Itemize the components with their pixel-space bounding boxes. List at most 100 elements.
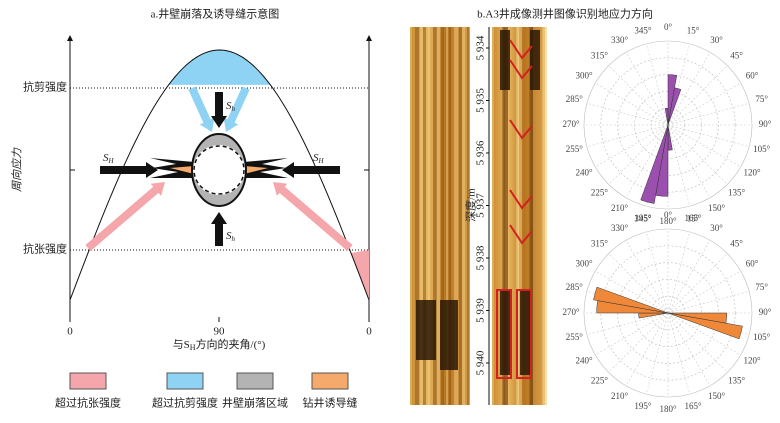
log-streak [415,27,419,405]
shear-exceed-area [168,50,271,85]
rose-angle-label: 15° [687,213,700,223]
stress-curve [69,49,370,301]
log-streak [517,27,519,405]
panel-b-title: b.A3井成像测井图像识别地应力方向 [477,7,653,21]
rose-angle-label: 105° [753,332,771,342]
x-tick-label: 0 [67,326,73,338]
rose-spoke [667,270,741,314]
rose-spoke [667,253,728,314]
rose-angle-label: 90° [759,307,772,317]
borehole-wall [193,145,245,195]
depth-label: 5 936 [475,140,487,165]
rose-angle-label: 0° [664,210,673,220]
rose-angle-label: 165° [685,213,703,223]
rose-angle-label: 255° [566,144,584,154]
depth-label: 5 940 [475,350,487,375]
breakout [520,290,532,375]
rose-angle-label: 225° [591,188,609,198]
log-streak [516,27,519,405]
depth-axis-label: 深度/m [464,188,478,222]
rose-spoke [595,270,669,314]
induced-fracture [170,166,194,174]
rose-angle-label: 300° [575,71,593,81]
pink-arrow [273,182,353,252]
rose-angle-label: 270° [562,119,580,129]
log-streak [530,27,533,405]
x-label-post: 方向的夹角/(°) [196,337,266,351]
rose-spoke [625,240,669,314]
legend-swatch [236,372,274,390]
induced-fracture-trace [509,224,533,245]
rose-spoke [608,124,669,185]
log-streak [441,27,444,405]
depth-label: 5 935 [475,88,487,113]
rose-angle-label: 165° [685,401,703,411]
log-streak [410,27,412,405]
rose-angle-label: 45° [730,50,743,60]
rose-spoke [667,65,728,126]
rose-angle-label: 210° [611,391,629,401]
legend-label: 井壁崩落区域 [222,396,288,410]
induced-fracture [244,166,268,174]
breakout [530,30,540,90]
log-streak [467,27,469,405]
breakout [440,300,458,370]
rose-spoke [608,253,669,314]
log-streak [503,27,505,405]
log-streak [518,27,522,405]
rose-spoke [667,312,741,356]
rose-spoke [595,82,669,126]
rose-petal [667,312,743,340]
rose-petal [640,124,669,204]
log-streak [423,27,426,405]
induced-fracture-trace [509,119,533,140]
rose-ring [600,245,736,381]
rose-angle-label: 150° [708,391,726,401]
rose-angle-label: 240° [575,168,593,178]
log-streak [502,27,505,405]
rose-angle-label: 225° [591,376,609,386]
breakout-box [496,289,512,379]
rose-spoke [586,312,669,336]
rose-angle-label: 90° [759,119,772,129]
sh-label-sub: H [318,157,325,165]
depth-label: 5 934 [475,35,487,60]
rose-spoke [645,43,669,126]
rose-angle-label: 210° [611,203,629,213]
shmin-label-sub: h [232,235,236,243]
depth-label: 5 939 [475,298,487,323]
rose-petal [667,87,682,126]
rose-spoke [645,231,669,314]
rose-spoke [667,52,711,126]
rose-spoke [667,124,711,198]
rose-angle-label: 150° [708,203,726,213]
x-label-pre: 与S [173,338,190,351]
sh-arrow [100,162,158,178]
log-streak [459,27,462,405]
rose-angle-label: 105° [753,144,771,154]
rose-angle-label: 0° [664,22,673,32]
rose-angle-label: 285° [566,282,584,292]
rose-angle-label: 30° [710,223,723,233]
rose-spoke [625,52,669,126]
blue-arrow [188,86,215,132]
depth-label: 5 938 [475,245,487,270]
x-label: 与SH方向的夹角/(°) [173,337,266,352]
tensile-label: 抗张强度 [23,242,67,256]
x-tick-label: 90 [214,326,226,338]
log-streak [529,27,533,405]
rose-angle-label: 180° [659,216,677,226]
shmin-label: Sh [226,230,236,243]
log-streak [492,27,494,405]
rose-spoke [625,124,669,198]
log-streak [542,27,544,405]
panel-a-title: a.井壁崩落及诱导缝示意图 [151,7,280,21]
rose-angle-label: 330° [611,223,629,233]
breakout [500,30,510,90]
rose-angle-label: 120° [743,356,761,366]
rose-angle-label: 135° [728,188,746,198]
rose-angle-label: 195° [634,213,652,223]
rose-angle-label: 180° [659,404,677,414]
breakout-box [516,289,532,379]
